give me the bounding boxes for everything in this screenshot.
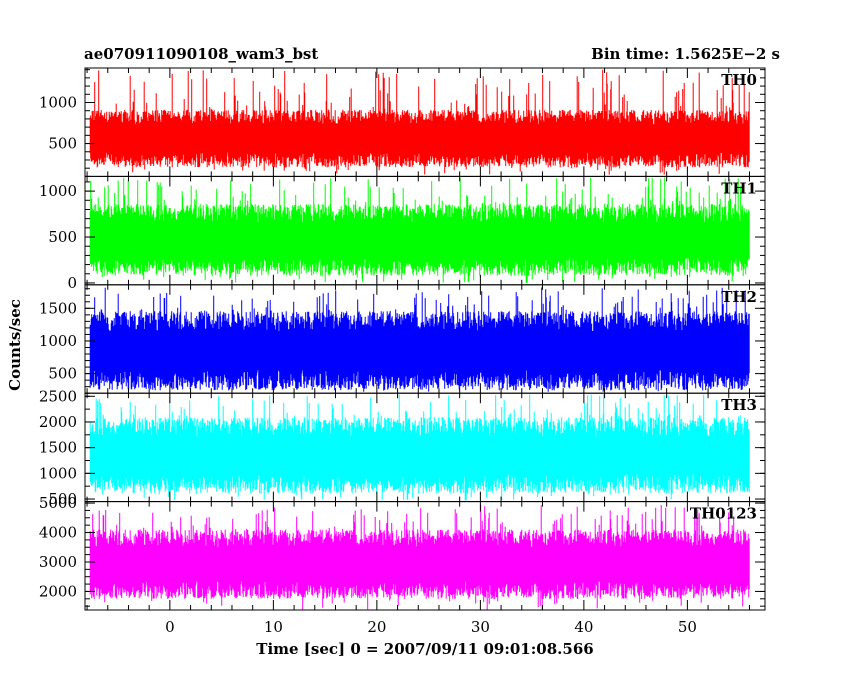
panel-label-th1: TH1 <box>721 179 757 197</box>
y-tick-label: 1000 <box>39 93 77 111</box>
x-tick-label: 10 <box>264 618 283 636</box>
panel-frame-th0123 <box>84 501 766 611</box>
panel-label-th2: TH2 <box>721 288 757 306</box>
y-tick-label: 4000 <box>39 524 77 542</box>
panel-label-th3: TH3 <box>721 396 757 414</box>
series-th3 <box>89 394 750 501</box>
panel-label-th0: TH0 <box>721 71 757 89</box>
y-tick-label: 0 <box>67 274 77 292</box>
y-tick-label: 5000 <box>39 494 77 512</box>
y-tick-label: 500 <box>48 365 77 383</box>
series-th1 <box>89 177 750 283</box>
y-tick-label: 1000 <box>39 182 77 200</box>
y-tick-label: 2500 <box>39 387 77 405</box>
series-th0123 <box>89 504 750 610</box>
y-tick-label: 2000 <box>39 582 77 600</box>
x-tick-label: 0 <box>165 618 175 636</box>
y-tick-label: 500 <box>48 228 77 246</box>
chart-subtitle: Bin time: 1.5625E−2 s <box>591 45 780 63</box>
y-tick-label: 500 <box>48 490 77 508</box>
y-tick-label: 3000 <box>39 553 77 571</box>
series-th0 <box>89 69 750 175</box>
panel-label-th0123: TH0123 <box>690 505 757 523</box>
x-tick-label: 20 <box>367 618 386 636</box>
chart-title: ae070911090108_wam3_bst <box>84 45 318 63</box>
x-tick-label: 30 <box>471 618 490 636</box>
y-axis-label: Counts/sec <box>6 299 24 391</box>
y-tick-label: 1500 <box>39 439 77 457</box>
y-tick-label: 500 <box>48 135 77 153</box>
x-tick-label: 50 <box>678 618 697 636</box>
y-tick-label: 1000 <box>39 332 77 350</box>
y-tick-label: 1000 <box>39 464 77 482</box>
y-tick-label: 1500 <box>39 299 77 317</box>
y-tick-label: 2000 <box>39 413 77 431</box>
x-axis-label: Time [sec] 0 = 2007/09/11 09:01:08.566 <box>256 640 593 658</box>
x-tick-label: 40 <box>574 618 593 636</box>
series-th2 <box>89 287 750 392</box>
